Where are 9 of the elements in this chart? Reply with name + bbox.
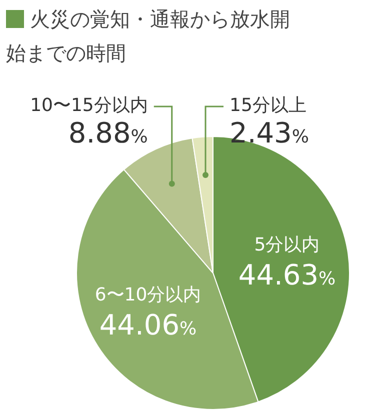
data-label: 2.43% bbox=[230, 116, 309, 150]
chart-title: 火災の覚知・通報から放水開始までの時間 bbox=[6, 7, 290, 65]
data-label: 44.63% bbox=[238, 258, 336, 292]
slice-label: 6〜10分以内 bbox=[94, 284, 202, 306]
data-label: 8.88% bbox=[68, 116, 148, 150]
data-label: 44.06% bbox=[99, 308, 197, 342]
slice-label: 10〜15分以内 bbox=[30, 95, 148, 116]
slice-label: 15分以上 bbox=[230, 95, 306, 116]
slice-label: 5分以内 bbox=[254, 234, 320, 256]
